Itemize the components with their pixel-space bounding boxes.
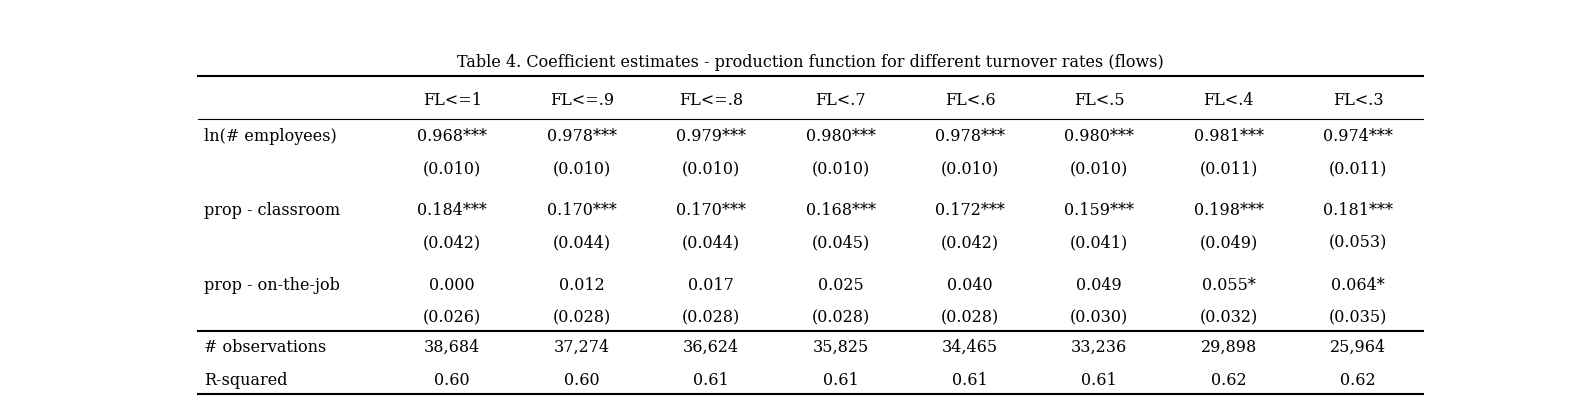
Text: FL<=.8: FL<=.8 xyxy=(678,92,743,109)
Text: 0.978***: 0.978*** xyxy=(547,128,617,145)
Text: FL<.5: FL<.5 xyxy=(1073,92,1124,109)
Text: FL<=.9: FL<=.9 xyxy=(550,92,613,109)
Text: 0.172***: 0.172*** xyxy=(934,202,1006,219)
Text: 25,964: 25,964 xyxy=(1330,339,1387,356)
Text: 0.62: 0.62 xyxy=(1341,372,1375,389)
Text: FL<.3: FL<.3 xyxy=(1333,92,1383,109)
Text: (0.042): (0.042) xyxy=(941,234,999,251)
Text: (0.028): (0.028) xyxy=(941,310,999,327)
Text: 0.980***: 0.980*** xyxy=(806,128,876,145)
Text: 0.61: 0.61 xyxy=(822,372,858,389)
Text: # observations: # observations xyxy=(204,339,326,356)
Text: 0.181***: 0.181*** xyxy=(1323,202,1393,219)
Text: 0.979***: 0.979*** xyxy=(677,128,746,145)
Text: (0.028): (0.028) xyxy=(681,310,740,327)
Text: (0.035): (0.035) xyxy=(1330,310,1388,327)
Text: (0.045): (0.045) xyxy=(811,234,870,251)
Text: (0.011): (0.011) xyxy=(1200,160,1258,177)
Text: (0.049): (0.049) xyxy=(1200,234,1258,251)
Text: FL<.7: FL<.7 xyxy=(816,92,866,109)
Text: 37,274: 37,274 xyxy=(553,339,610,356)
Text: 29,898: 29,898 xyxy=(1200,339,1257,356)
Text: (0.010): (0.010) xyxy=(811,160,870,177)
Text: 0.000: 0.000 xyxy=(430,277,474,294)
Text: prop - classroom: prop - classroom xyxy=(204,202,340,219)
Text: 0.184***: 0.184*** xyxy=(417,202,487,219)
Text: (0.010): (0.010) xyxy=(424,160,481,177)
Text: 38,684: 38,684 xyxy=(424,339,481,356)
Text: 33,236: 33,236 xyxy=(1072,339,1127,356)
Text: 0.055*: 0.055* xyxy=(1202,277,1255,294)
Text: 0.60: 0.60 xyxy=(435,372,470,389)
Text: 0.040: 0.040 xyxy=(947,277,993,294)
Text: (0.041): (0.041) xyxy=(1070,234,1129,251)
Text: 0.61: 0.61 xyxy=(692,372,729,389)
Text: (0.026): (0.026) xyxy=(424,310,481,327)
Text: 36,624: 36,624 xyxy=(683,339,740,356)
Text: (0.028): (0.028) xyxy=(811,310,870,327)
Text: FL<.6: FL<.6 xyxy=(944,92,996,109)
Text: (0.010): (0.010) xyxy=(552,160,610,177)
Text: (0.010): (0.010) xyxy=(941,160,999,177)
Text: ln(# employees): ln(# employees) xyxy=(204,128,337,145)
Text: 0.159***: 0.159*** xyxy=(1064,202,1134,219)
Text: 0.170***: 0.170*** xyxy=(677,202,746,219)
Text: prop - on-the-job: prop - on-the-job xyxy=(204,277,340,294)
Text: (0.042): (0.042) xyxy=(424,234,481,251)
Text: 0.968***: 0.968*** xyxy=(417,128,487,145)
Text: 0.974***: 0.974*** xyxy=(1323,128,1393,145)
Text: 0.170***: 0.170*** xyxy=(547,202,617,219)
Text: 0.61: 0.61 xyxy=(952,372,988,389)
Text: 0.981***: 0.981*** xyxy=(1194,128,1263,145)
Text: (0.044): (0.044) xyxy=(681,234,740,251)
Text: (0.011): (0.011) xyxy=(1330,160,1388,177)
Text: 0.980***: 0.980*** xyxy=(1064,128,1134,145)
Text: 0.61: 0.61 xyxy=(1081,372,1118,389)
Text: FL<=1: FL<=1 xyxy=(422,92,482,109)
Text: (0.030): (0.030) xyxy=(1070,310,1129,327)
Text: (0.032): (0.032) xyxy=(1200,310,1258,327)
Text: 0.60: 0.60 xyxy=(564,372,599,389)
Text: 0.064*: 0.064* xyxy=(1331,277,1385,294)
Text: (0.044): (0.044) xyxy=(553,234,610,251)
Text: 35,825: 35,825 xyxy=(813,339,868,356)
Text: 0.025: 0.025 xyxy=(817,277,863,294)
Text: Table 4. Coefficient estimates - production function for different turnover rate: Table 4. Coefficient estimates - product… xyxy=(457,53,1164,71)
Text: 0.198***: 0.198*** xyxy=(1194,202,1263,219)
Text: 0.978***: 0.978*** xyxy=(934,128,1006,145)
Text: 34,465: 34,465 xyxy=(942,339,998,356)
Text: 0.62: 0.62 xyxy=(1211,372,1246,389)
Text: 0.168***: 0.168*** xyxy=(805,202,876,219)
Text: 0.049: 0.049 xyxy=(1077,277,1123,294)
Text: (0.053): (0.053) xyxy=(1330,234,1388,251)
Text: FL<.4: FL<.4 xyxy=(1203,92,1254,109)
Text: 0.012: 0.012 xyxy=(558,277,604,294)
Text: (0.010): (0.010) xyxy=(681,160,740,177)
Text: 0.017: 0.017 xyxy=(688,277,734,294)
Text: (0.028): (0.028) xyxy=(552,310,610,327)
Text: (0.010): (0.010) xyxy=(1070,160,1129,177)
Text: R-squared: R-squared xyxy=(204,372,288,389)
